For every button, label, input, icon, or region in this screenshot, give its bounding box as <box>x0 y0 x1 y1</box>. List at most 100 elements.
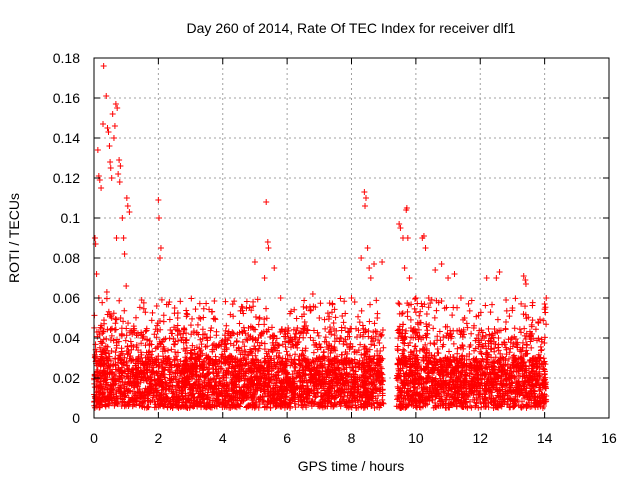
data-point <box>285 327 292 334</box>
data-point <box>426 322 433 329</box>
data-point <box>337 295 344 302</box>
data-point <box>120 318 127 325</box>
data-point <box>234 331 241 338</box>
data-point <box>425 304 432 311</box>
data-point <box>314 329 321 336</box>
data-point <box>379 326 386 333</box>
data-point <box>149 309 156 316</box>
data-point <box>221 360 228 367</box>
data-point <box>208 325 215 332</box>
data-point <box>227 340 234 347</box>
data-point <box>330 320 337 327</box>
data-point <box>263 315 270 322</box>
data-point <box>255 321 262 328</box>
data-point <box>449 312 456 319</box>
data-point <box>512 295 519 302</box>
data-point <box>253 399 260 406</box>
data-point <box>166 335 173 342</box>
data-point <box>183 330 190 337</box>
data-point <box>118 325 125 332</box>
data-point <box>213 328 220 335</box>
data-point <box>184 350 191 357</box>
data-point <box>197 315 204 322</box>
data-point <box>160 318 167 325</box>
data-point <box>395 300 402 307</box>
data-point <box>154 344 161 351</box>
data-point <box>463 320 470 327</box>
data-point <box>489 301 496 308</box>
data-point <box>355 313 362 320</box>
data-point <box>118 395 125 402</box>
data-point <box>337 334 344 341</box>
data-point <box>263 305 270 312</box>
data-point <box>199 326 206 333</box>
data-point <box>310 349 317 356</box>
data-point <box>223 322 230 329</box>
data-point <box>118 345 125 352</box>
data-point <box>285 325 292 332</box>
data-point <box>198 341 205 348</box>
data-point <box>353 333 360 340</box>
data-point <box>396 301 403 308</box>
data-point <box>140 305 147 312</box>
data-point <box>188 331 195 338</box>
data-point <box>229 301 236 308</box>
data-point <box>312 304 319 311</box>
data-point <box>529 302 536 309</box>
data-point <box>301 297 308 304</box>
data-point <box>502 326 509 333</box>
grid-lines <box>94 58 609 418</box>
data-point <box>246 304 253 311</box>
data-point <box>236 320 243 327</box>
data-point <box>159 386 166 393</box>
data-point <box>98 322 105 329</box>
data-point <box>91 354 98 361</box>
data-point <box>529 317 536 324</box>
data-point <box>411 305 418 312</box>
data-point <box>256 314 263 321</box>
data-point <box>358 307 365 314</box>
data-point <box>239 339 246 346</box>
data-point <box>356 319 363 326</box>
data-point <box>343 341 350 348</box>
data-point <box>375 336 382 343</box>
data-point <box>485 325 492 332</box>
data-point <box>187 322 194 329</box>
data-point <box>207 327 214 334</box>
data-point <box>340 365 347 372</box>
data-point <box>230 342 237 349</box>
data-point <box>295 401 302 408</box>
data-point <box>190 328 197 335</box>
data-point <box>293 374 300 381</box>
data-point <box>112 326 119 333</box>
data-point <box>320 349 327 356</box>
data-point <box>258 332 265 339</box>
data-point <box>427 340 434 347</box>
data-point <box>108 332 115 339</box>
data-point <box>148 317 155 324</box>
data-point <box>365 327 372 334</box>
data-point <box>171 304 178 311</box>
data-point <box>337 403 344 410</box>
data-point <box>300 303 307 310</box>
data-point <box>103 295 110 302</box>
data-point <box>124 343 131 350</box>
data-point <box>112 316 119 323</box>
data-point <box>96 344 103 351</box>
data-point <box>431 314 438 321</box>
data-point <box>110 310 117 317</box>
data-point <box>412 343 419 350</box>
data-point <box>346 344 353 351</box>
data-point <box>293 315 300 322</box>
data-point <box>188 295 195 302</box>
data-point <box>322 334 329 341</box>
data-point <box>203 300 210 307</box>
data-point <box>482 302 489 309</box>
data-point <box>440 334 447 341</box>
data-point <box>99 299 106 306</box>
data-point <box>372 333 379 340</box>
data-point <box>416 312 423 319</box>
data-point <box>127 352 134 359</box>
data-point <box>194 321 201 328</box>
